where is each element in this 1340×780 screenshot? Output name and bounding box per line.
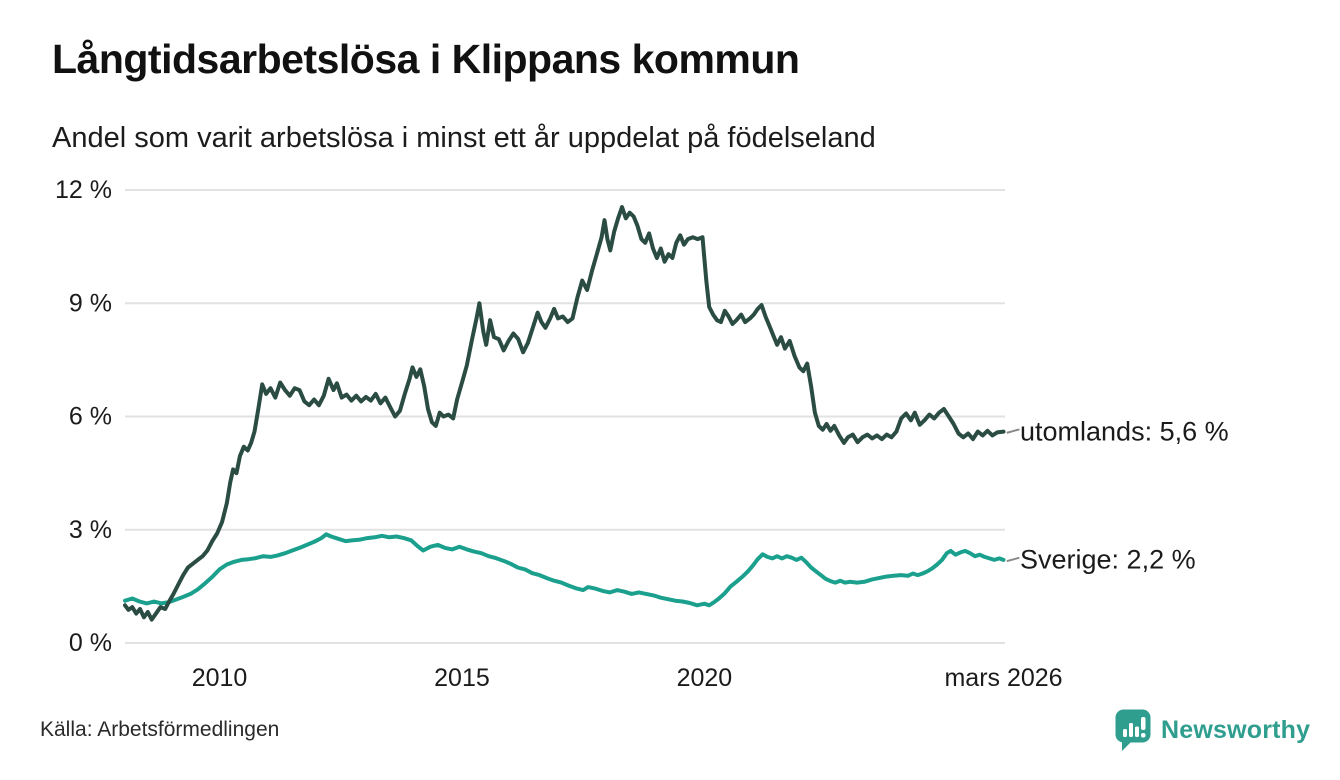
- series-line-sverige: [123, 532, 1006, 608]
- x-tick-label: 2020: [677, 664, 733, 692]
- y-tick-label: 0 %: [69, 629, 112, 657]
- x-tick-label: mars 2026: [944, 664, 1062, 692]
- y-tick-label: 3 %: [69, 516, 112, 544]
- x-tick-label: 2015: [434, 664, 490, 692]
- chart-title: Långtidsarbetslösa i Klippans kommun: [52, 36, 800, 82]
- series-connector-utomlands: [1006, 428, 1020, 434]
- newsworthy-logo: Newsworthy: [1114, 708, 1310, 752]
- newsworthy-bars-icon: [1115, 709, 1151, 751]
- series-line-utomlands: [123, 205, 1006, 622]
- series-end-label-sverige: Sverige: 2,2 %: [1020, 544, 1196, 575]
- chart-subtitle: Andel som varit arbetslösa i minst ett å…: [52, 122, 876, 154]
- source-text: Källa: Arbetsförmedlingen: [40, 718, 280, 741]
- y-tick-label: 6 %: [69, 403, 112, 431]
- series-connector-sverige: [1006, 556, 1020, 562]
- line-chart: 0 % 3 % 6 % 9 % 12 % 2010 2015 2020 mars 2026: [55, 176, 1063, 692]
- newsworthy-wordmark: Newsworthy: [1161, 715, 1311, 744]
- y-tick-label: 12 %: [55, 176, 112, 204]
- series-end-label-utomlands: utomlands: 5,6 %: [1020, 416, 1229, 447]
- x-tick-label: 2010: [192, 664, 248, 692]
- y-tick-label: 9 %: [69, 289, 112, 317]
